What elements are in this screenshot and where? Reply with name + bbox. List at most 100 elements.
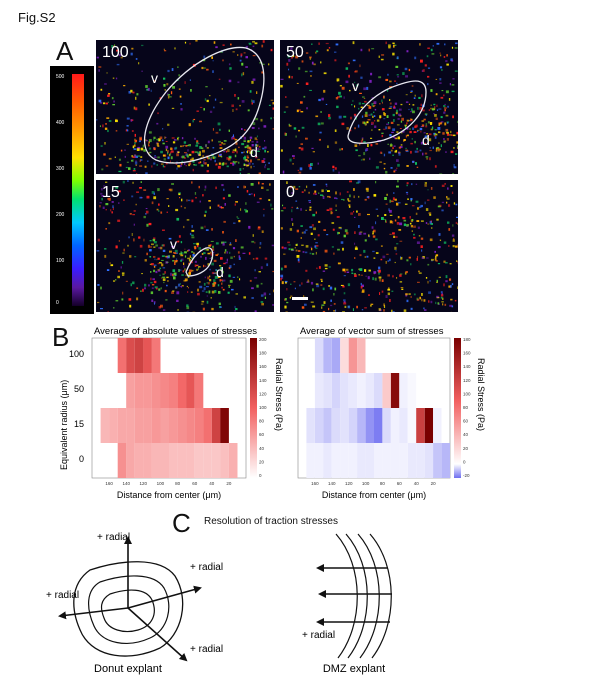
speckle	[290, 248, 294, 251]
speckle	[411, 219, 414, 221]
speckle	[154, 266, 156, 268]
speckle	[340, 241, 344, 244]
colorbar-tick: 300	[56, 166, 65, 172]
speckle	[237, 276, 239, 278]
speckle	[396, 222, 400, 225]
heatmap-cell	[348, 443, 358, 478]
speckle	[456, 141, 458, 144]
colorbar-tick: 180	[259, 351, 267, 356]
speckle	[97, 238, 100, 242]
speckle	[154, 258, 156, 261]
colorbar-tick: 140	[259, 378, 267, 383]
speckle	[417, 150, 419, 153]
speckle	[159, 267, 162, 270]
speckle	[161, 277, 163, 279]
heatmap-cell	[340, 408, 349, 443]
heatmap-cell	[323, 408, 332, 443]
speckle	[187, 149, 189, 152]
speckle	[383, 128, 386, 130]
speckle	[132, 159, 134, 162]
speckle	[122, 291, 124, 295]
speckle	[241, 62, 244, 66]
heatmap-cell	[424, 408, 434, 443]
speckle	[207, 252, 211, 255]
speckle	[237, 54, 239, 56]
colorbar-tick: 400	[56, 120, 65, 126]
speckle	[125, 166, 128, 169]
speckle	[99, 202, 102, 204]
speckle	[393, 145, 396, 147]
speckle	[186, 304, 189, 307]
speckle	[424, 136, 428, 139]
speckle	[293, 281, 296, 283]
speckle	[197, 292, 200, 296]
speckle	[203, 158, 206, 161]
speckle	[353, 210, 355, 213]
speckle	[329, 196, 331, 198]
speckle	[153, 256, 156, 258]
speckle	[374, 120, 376, 122]
speckle	[387, 260, 390, 262]
speckle	[358, 232, 362, 235]
speckle	[123, 85, 126, 87]
speckle	[163, 158, 166, 161]
speckle	[364, 100, 367, 103]
speckle	[422, 141, 424, 145]
speckle	[238, 161, 240, 164]
x-tick: 120	[345, 481, 353, 486]
heatmap-cell	[407, 408, 417, 443]
speckle	[420, 245, 423, 248]
speckle	[396, 124, 400, 126]
speckle	[398, 146, 401, 149]
speckle	[371, 97, 374, 99]
speckle	[174, 47, 176, 50]
heatmap-cell	[331, 338, 341, 373]
speckle	[357, 180, 361, 184]
speckle	[389, 209, 392, 213]
speckle	[442, 132, 445, 135]
speckle	[323, 89, 326, 93]
speckle	[184, 81, 186, 84]
speckle	[256, 139, 258, 141]
speckle	[154, 155, 156, 157]
speckle	[221, 162, 224, 166]
speckle	[135, 96, 137, 100]
speckle	[140, 156, 143, 158]
speckle	[439, 82, 442, 84]
speckle	[437, 205, 441, 208]
speckle	[255, 257, 259, 260]
speckle	[128, 298, 132, 301]
speckle	[161, 263, 164, 267]
heatmap-cell	[134, 373, 144, 408]
speckle	[436, 295, 439, 298]
speckle	[243, 164, 246, 166]
speckle	[196, 268, 198, 271]
speckle	[411, 85, 414, 87]
speckle	[260, 282, 263, 285]
speckle	[310, 301, 314, 303]
speckle	[267, 168, 270, 170]
radius-label: 50	[286, 44, 304, 61]
speckle	[329, 286, 333, 290]
speckle	[203, 252, 206, 255]
speckle	[280, 149, 283, 152]
speckle	[416, 166, 419, 168]
speckle	[366, 189, 369, 192]
speckle	[367, 276, 370, 280]
speckle	[200, 303, 204, 305]
heatmap-cell	[314, 338, 324, 373]
speckle	[415, 183, 418, 185]
speckle	[147, 244, 150, 248]
speckle	[252, 163, 254, 165]
speckle	[443, 105, 446, 108]
speckle	[341, 86, 345, 90]
speckle	[222, 197, 225, 200]
speckle	[170, 156, 173, 160]
speckle	[430, 48, 433, 52]
speckle	[235, 201, 238, 203]
heatmap-cell	[357, 373, 366, 408]
colorbar-tick: 100	[463, 391, 471, 396]
speckle	[427, 47, 430, 49]
heatmap-cell	[314, 373, 324, 408]
speckle	[218, 291, 221, 294]
